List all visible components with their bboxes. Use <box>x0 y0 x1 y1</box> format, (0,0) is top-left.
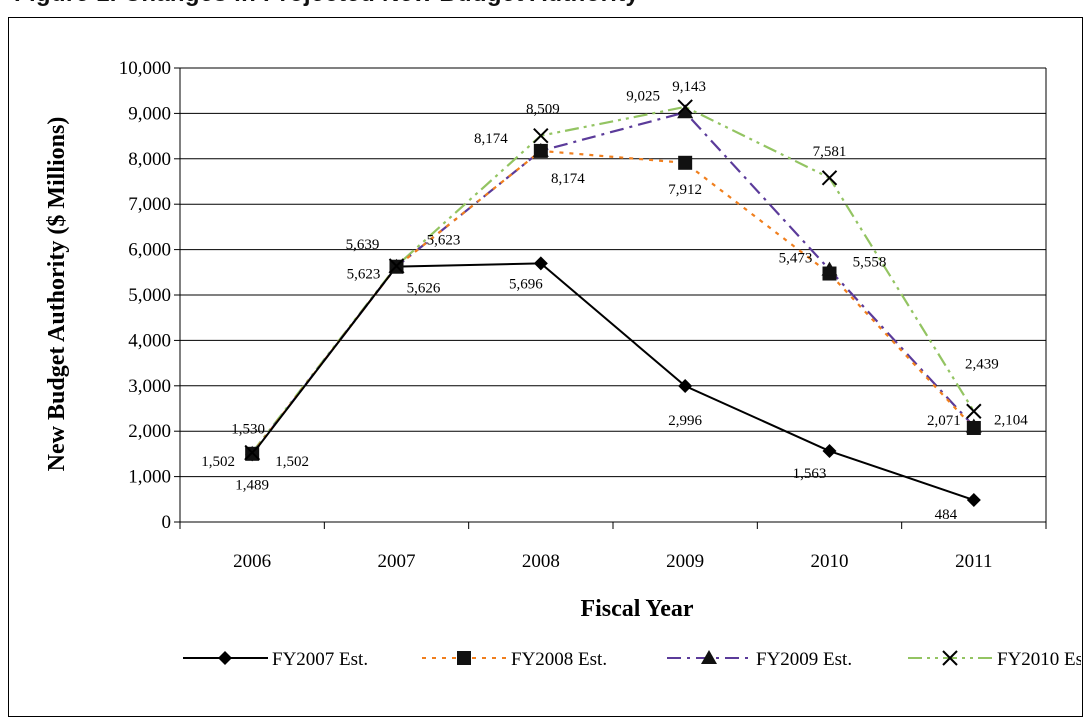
legend-marker <box>942 650 958 666</box>
y-tick-label: 1,000 <box>128 467 171 488</box>
y-tick-label: 5,000 <box>128 285 171 306</box>
data-label: 2,104 <box>994 412 1028 428</box>
x-marker-stroke <box>244 444 260 461</box>
x-axis-label: Fiscal Year <box>580 596 693 622</box>
legend: FY2007 Est. FY2008 Est. FY2009 Est. FY2010 … <box>183 649 1081 670</box>
marker-fy2007-est- <box>678 378 693 393</box>
marker-fy2009-est- <box>821 261 838 276</box>
legend-marker <box>701 650 717 664</box>
data-label: 5,696 <box>509 276 543 292</box>
marker-fy2007-est- <box>533 256 548 271</box>
legend-marker <box>218 651 232 665</box>
data-label: 7,912 <box>668 182 702 198</box>
series-markers <box>244 99 982 508</box>
marker-fy2007-est- <box>966 493 981 508</box>
data-label: 2,996 <box>668 413 702 429</box>
marker-fy2010-est- <box>821 170 838 186</box>
y-axis-tick-labels: 0 1,000 2,000 3,000 4,000 5,000 6,000 7,000 8,00… <box>119 58 171 533</box>
legend-label: FY2009 Est. <box>756 649 852 670</box>
x-tick-label: 2009 <box>666 551 704 572</box>
marker-fy2009-est- <box>677 104 694 119</box>
data-label: 5,473 <box>779 251 813 267</box>
data-label: 9,143 <box>672 79 706 95</box>
data-label: 8,509 <box>526 102 560 118</box>
marker-fy2009-est- <box>965 418 982 433</box>
data-label: 7,581 <box>813 144 847 160</box>
data-label: 1,530 <box>231 422 265 438</box>
data-label: 5,623 <box>347 267 381 283</box>
y-tick-label: 4,000 <box>128 330 171 351</box>
y-tick-label: 0 <box>162 512 172 533</box>
gridlines <box>180 67 1046 478</box>
data-label: 8,174 <box>551 171 585 187</box>
x-marker-stroke <box>388 258 405 274</box>
data-label: 2,071 <box>927 413 961 429</box>
y-tick-label: 9,000 <box>128 103 171 124</box>
data-label: 1,502 <box>275 454 309 470</box>
data-label: 5,623 <box>427 233 461 249</box>
legend-item-fy2007-est-: FY2007 Est. <box>183 649 368 670</box>
marker-fy2007-est- <box>822 444 837 459</box>
x-tick-label: 2006 <box>233 551 271 572</box>
x-tick-label: 2008 <box>522 551 560 572</box>
x-marker-stroke <box>966 403 982 419</box>
marker-fy2009-est- <box>532 142 549 157</box>
x-marker-stroke <box>821 170 838 186</box>
x-tick-label: 2007 <box>378 551 416 572</box>
series-line-fy2008-est- <box>251 149 975 455</box>
data-labels: 1,489 5,626 5,696 2,996 1,563 484 1,502 5,623 8,… <box>201 79 1028 523</box>
data-label: 1,489 <box>235 477 269 493</box>
y-axis-label: New Budget Authority ($ Millions) <box>44 117 70 472</box>
chart-title: Figure 1. Changes in Projected New Budge… <box>14 0 639 8</box>
y-tick-label: 7,000 <box>128 194 171 215</box>
data-label: 5,626 <box>407 281 441 297</box>
legend-label: FY2007 Est. <box>272 649 368 670</box>
marker-fy2010-est- <box>677 99 693 115</box>
marker-fy2010-est- <box>533 127 549 144</box>
data-label: 1,563 <box>793 466 827 482</box>
legend-item-fy2009-est-: FY2009 Est. <box>667 649 852 670</box>
data-label: 5,558 <box>853 255 887 271</box>
data-label: 2,439 <box>965 356 999 372</box>
x-marker-stroke <box>677 99 693 115</box>
y-tick-label: 2,000 <box>128 421 171 442</box>
legend-label: FY2010 Est. <box>997 649 1081 670</box>
x-marker-stroke <box>533 127 549 144</box>
x-tick-label: 2011 <box>955 551 992 572</box>
legend-item-fy2010-est-: FY2010 Est. <box>908 649 1081 670</box>
x-marker-stroke <box>942 650 958 666</box>
data-label: 484 <box>935 507 958 523</box>
chart-frame: 0 1,000 2,000 3,000 4,000 5,000 6,000 7,000 8,00… <box>8 17 1083 717</box>
line-chart: 0 1,000 2,000 3,000 4,000 5,000 6,000 7,000 8,00… <box>44 58 1081 670</box>
marker-fy2010-est- <box>966 403 982 419</box>
legend-label: FY2008 Est. <box>511 649 607 670</box>
legend-item-fy2008-est-: FY2008 Est. <box>422 649 607 670</box>
series-line-fy2009-est- <box>251 111 975 455</box>
series-line-fy2007-est- <box>251 262 975 501</box>
marker-fy2008-est- <box>678 155 693 170</box>
data-label: 1,502 <box>201 454 235 470</box>
marker-fy2010-est- <box>388 258 405 274</box>
y-tick-label: 6,000 <box>128 240 171 261</box>
y-tick-label: 3,000 <box>128 376 171 397</box>
x-axis-tick-labels: 2006 2007 2008 2009 2010 2011 <box>233 551 992 572</box>
axes <box>174 67 1047 529</box>
x-tick-label: 2010 <box>811 551 849 572</box>
data-label: 9,025 <box>626 88 660 104</box>
y-tick-label: 10,000 <box>119 58 171 79</box>
chart-title-clip: Figure 1. Changes in Projected New Budge… <box>0 0 1086 12</box>
series-lines <box>251 105 975 501</box>
data-label: 5,639 <box>346 237 380 253</box>
y-tick-label: 8,000 <box>128 149 171 170</box>
legend-marker <box>457 651 471 665</box>
data-label: 8,174 <box>474 131 508 147</box>
marker-fy2010-est- <box>244 444 260 461</box>
